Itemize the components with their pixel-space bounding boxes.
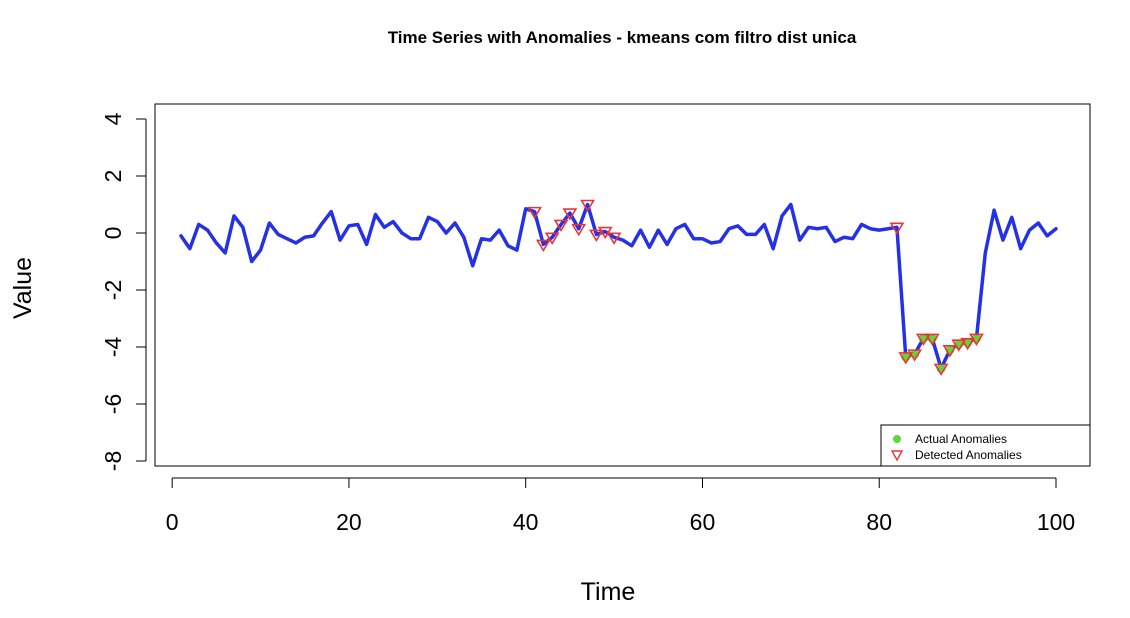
y-tick-label: 4: [100, 112, 126, 125]
y-tick-label: 0: [100, 227, 126, 240]
series-layer: [179, 202, 1058, 371]
detected-anomaly-point: [544, 232, 560, 245]
detected-anomaly-point: [898, 352, 914, 365]
detected-anomalies-layer: [527, 199, 984, 376]
x-tick-label: 100: [1037, 509, 1075, 535]
detected-anomaly-point: [535, 239, 551, 252]
plot-frame: [154, 103, 1091, 467]
x-tick-label: 60: [690, 509, 716, 535]
detected-anomaly-point: [924, 333, 940, 347]
detected-anomaly-point: [916, 333, 931, 347]
y-tick-label: -4: [100, 337, 126, 358]
legend-actual-label: Actual Anomalies: [915, 432, 1007, 446]
detected-anomaly-point: [933, 363, 949, 376]
legend-detected-marker: [890, 450, 904, 462]
detected-anomaly-point: [553, 219, 569, 233]
series-line: [179, 202, 1058, 371]
detected-anomaly-point: [942, 345, 958, 358]
x-tick-label: 80: [866, 509, 892, 535]
y-tick-label: -8: [100, 451, 126, 471]
y-axis-title: Value: [9, 257, 37, 319]
legend-box: [880, 424, 1091, 467]
y-tick-label: 2: [100, 170, 126, 183]
detected-anomaly-point: [907, 349, 922, 362]
legend-detected-label: Detected Anomalies: [915, 448, 1022, 462]
legend: Actual Anomalies Detected Anomalies: [880, 424, 1091, 467]
detected-anomaly-point: [571, 223, 587, 237]
axes: 0 20 40 60 80 100 -8 -6 -4 -2 0 2 4: [100, 112, 1075, 535]
chart-title: Time Series with Anomalies - kmeans com …: [388, 28, 857, 47]
y-tick-label: -6: [100, 394, 126, 414]
y-tick-label: -2: [100, 280, 126, 300]
actual-anomalies-layer: [901, 333, 981, 373]
detected-anomaly-point: [606, 232, 622, 245]
x-tick-label: 0: [166, 509, 179, 535]
x-axis-title: Time: [581, 578, 636, 606]
legend-actual-marker: [893, 435, 901, 443]
detected-anomaly-point: [969, 333, 984, 347]
detected-anomaly-point: [527, 206, 542, 220]
detected-anomaly-point: [562, 208, 578, 221]
detected-anomaly-point: [960, 337, 976, 351]
detected-anomaly-point: [588, 229, 604, 242]
x-tick-label: 20: [336, 509, 362, 535]
detected-anomaly-point: [951, 339, 967, 352]
detected-anomaly-point: [889, 222, 905, 235]
detected-anomaly-point: [580, 199, 595, 213]
x-tick-label: 40: [513, 509, 539, 535]
